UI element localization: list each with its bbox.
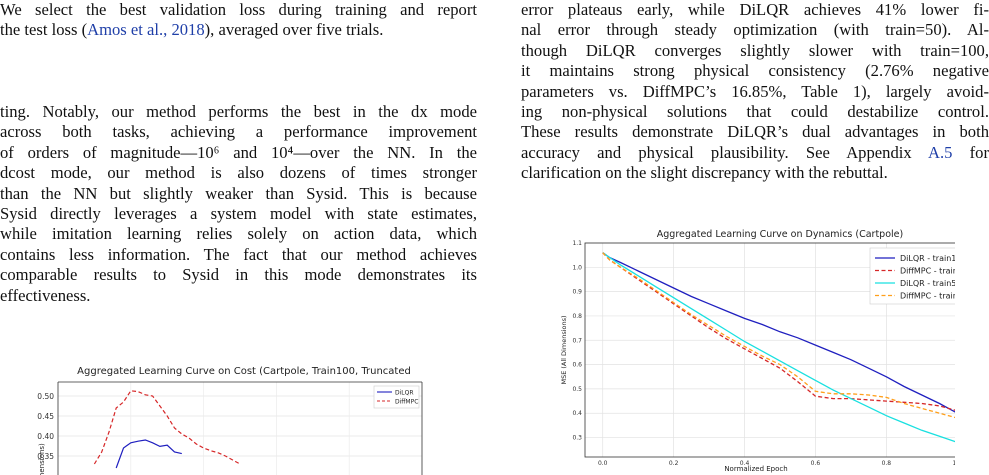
y-axis-label: Dimensions) [38,443,46,475]
y-tick-label: 0.3 [572,435,582,442]
y-tick-label: 0.9 [572,289,582,296]
y-tick-label: 0.50 [37,392,54,401]
plot-frame [584,242,955,458]
dynamics-learning-curve-chart: Aggregated Learning Curve on Dynamics (C… [560,229,955,473]
series-lines [93,390,241,469]
legend: DiLQR DiffMPC [373,385,420,409]
chart-title: Aggregated Learning Curve on Dynamics (C… [657,229,903,240]
citation-link[interactable]: Amos et al., 2018 [87,20,205,40]
y-tick-label: 0.4 [572,410,582,417]
ticks: 0.50 0.45 0.40 0.35 [37,392,54,461]
legend-label: DiLQR [395,390,414,397]
series-lines [602,252,955,443]
grid [58,382,422,475]
x-axis-label: Normalized Epoch [724,465,787,473]
y-tick-label: 0.6 [572,362,582,369]
y-tick-label: 1.1 [572,240,582,247]
text-line: while imitation learning relies solely o… [0,224,477,244]
text-line: ing non-physical solutions that could de… [521,102,989,122]
text-line: ting. Notably, our method performs the b… [0,102,477,121]
y-tick-label: 0.5 [572,386,582,393]
text-line: parameters vs. DiffMPC’s 16.85%, Table 1… [521,81,989,101]
y-tick-label: 0.8 [572,313,582,320]
x-tick-label: 0.6 [811,460,821,467]
text-line: though DiLQR converges slightly slower w… [521,40,989,60]
text-line: nal error through steady optimization (w… [521,20,989,40]
series-line-dilqr-train100 [602,252,955,413]
series-line-diffmpc-train100 [602,252,955,411]
series-line-diffmpc-train50 [602,252,955,419]
x-tick-label: 0.0 [598,460,608,467]
series-line-dilqr-train50 [602,252,955,443]
text-line: across both tasks, achieving a performan… [0,122,477,142]
y-tick-label: 0.35 [37,452,54,461]
y-tick-label: 0.45 [37,412,54,421]
series-line-dilqr [115,439,182,469]
cost-learning-curve-chart: Aggregated Learning Curve on Cost (Cartp… [37,366,423,475]
y-tick-label: 1.0 [572,264,582,271]
x-tick-label: 0.4 [740,460,750,467]
right-top-paragraph: error plateaus early, while DiLQR achiev… [521,0,989,184]
text-line: We select the best validation loss durin… [0,0,477,19]
appendix-link[interactable]: A.5 [927,142,953,162]
legend-label: DiffMPC - train50 [900,292,955,301]
text-line: comparable results to Sysid in this mode… [0,265,477,285]
x-tick-label: 0.8 [882,460,892,467]
y-tick-label: 0.40 [37,432,54,441]
series-line-diffmpc [93,390,241,465]
text-line: Sysid directly leverages a system model … [0,204,477,224]
text-line: These results demonstrate DiLQR’s dual a… [521,122,989,142]
text-line: it maintains strong physical consistency… [521,61,989,81]
text-line: dcost mode, our method is also dozens of… [0,163,477,183]
text-line: error plateaus early, while DiLQR achiev… [521,0,989,19]
y-tick-label: 0.7 [572,337,582,344]
ticks: 0.0 0.2 0.4 0.6 0.8 1.0 0.3 0.4 0.5 0.6 0.7 0.8 0.9 1… [572,240,955,467]
text-line: clarification on the slight discrepancy … [521,163,888,183]
legend-label: DiLQR - train50 [900,279,955,288]
legend: DiLQR - train100 DiffMPC - train100 DiLQR … [869,247,955,305]
y-axis-label: MSE (All Dimensions) [560,315,568,384]
legend-box [869,247,955,305]
text-line: the test loss (Amos et al., 2018), avera… [0,20,384,40]
legend-label: DiLQR - train100 [900,254,955,263]
text-line: than the NN but slightly weaker than Sys… [0,183,477,203]
text-line: contains less information. The fact that… [0,244,477,264]
left-top-paragraph: We select the best validation loss durin… [0,0,477,41]
chart-title: Aggregated Learning Curve on Cost (Cartp… [77,366,411,377]
legend-label: DiffMPC [395,399,418,406]
legend-label: DiffMPC - train100 [900,267,955,276]
x-tick-label: 0.2 [669,460,679,467]
text-line: of orders of magnitude—10⁶ and 10⁴—over … [0,142,477,162]
x-tick-label: 1.0 [952,460,955,467]
text-line: effectiveness. [0,285,91,305]
text-line: accuracy and physical plausibility. See … [521,142,989,162]
left-body-paragraph: ting. Notably, our method performs the b… [0,102,477,306]
